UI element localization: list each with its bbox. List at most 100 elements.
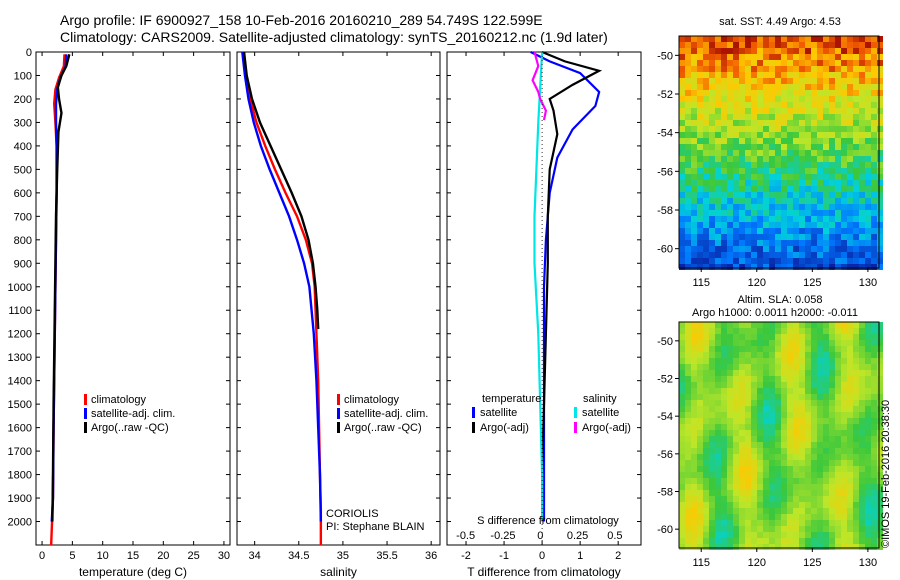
map-frame-sst — [678, 35, 880, 269]
map-ytick-label: -60 — [657, 524, 673, 536]
map-xtick-label: 125 — [803, 277, 821, 289]
legend-title: temperature — [482, 393, 541, 405]
legend-label: climatology — [344, 394, 400, 406]
legend-swatch — [337, 422, 340, 433]
map-ytick-label: -56 — [657, 166, 673, 178]
ytick-label: 2000 — [8, 517, 32, 529]
ytick-label: 1200 — [8, 329, 32, 341]
legend-swatch — [84, 408, 87, 419]
map-xtick-label: 120 — [748, 557, 766, 569]
ytick-label: 1300 — [8, 352, 32, 364]
secondary-axis-label: S difference from climatology — [477, 515, 619, 527]
ytick-label: 700 — [14, 211, 32, 223]
credit-text: ©IMOS 19-Feb-2016 20:38:30 — [880, 399, 892, 548]
legend-swatch — [472, 422, 475, 433]
map-xtick-label: 120 — [748, 277, 766, 289]
xtick-label: 34.5 — [288, 550, 309, 562]
ytick-label: 800 — [14, 235, 32, 247]
plot-frame-0 — [35, 51, 231, 546]
plot-frame-1 — [236, 51, 441, 546]
series-line-satellite-adj-clim- — [241, 51, 323, 522]
annotation-line: CORIOLIS — [326, 508, 379, 520]
legend-label: Argo(..raw -QC) — [344, 422, 422, 434]
xtick-label: 25 — [188, 550, 200, 562]
ytick-label: 1500 — [8, 399, 32, 411]
title-line-2: Climatology: CARS2009. Satellite-adjuste… — [60, 29, 608, 45]
map-ytick-label: -58 — [657, 487, 673, 499]
legend-label: satellite-adj. clim. — [344, 408, 428, 420]
ytick-label: 1100 — [8, 305, 32, 317]
legend-label: Argo(-adj) — [582, 422, 631, 434]
xtick-label: 15 — [127, 550, 139, 562]
x-axis-label: T difference from climatology — [467, 565, 621, 579]
xtick-label: 5 — [69, 550, 75, 562]
ytick-label: 300 — [14, 117, 32, 129]
legend-label: climatology — [91, 394, 147, 406]
secondary-tick-label: 0 — [537, 530, 543, 542]
ytick-label: 100 — [14, 70, 32, 82]
series-line-argo-adj- — [531, 51, 548, 121]
legend-label: Argo(..raw -QC) — [91, 422, 169, 434]
legend-label: satellite-adj. clim. — [91, 408, 175, 420]
map-ytick-label: -50 — [657, 50, 673, 62]
map-ytick-label: -56 — [657, 449, 673, 461]
ytick-label: 1700 — [8, 446, 32, 458]
xtick-label: 35 — [337, 550, 349, 562]
map-title: sat. SST: 4.49 Argo: 4.53 — [719, 16, 841, 28]
legend-label: Argo(-adj) — [480, 422, 529, 434]
map-xtick-label: 115 — [692, 277, 710, 289]
ytick-label: 200 — [14, 94, 32, 106]
map-title: Altim. SLA: 0.058 — [738, 294, 823, 306]
ytick-label: 600 — [14, 188, 32, 200]
ytick-label: 1900 — [8, 493, 32, 505]
xtick-label: 20 — [157, 550, 169, 562]
map-ytick-label: -54 — [657, 411, 673, 423]
legend-label: satellite — [480, 407, 517, 419]
xtick-label: 2 — [615, 550, 621, 562]
series-line-argo-raw-qc- — [242, 51, 320, 330]
map-xtick-label: 115 — [692, 557, 710, 569]
series-line-argo-raw-qc- — [51, 54, 71, 522]
map-xtick-label: 130 — [859, 277, 877, 289]
map-sst — [679, 36, 883, 270]
annotation-line: PI: Stephane BLAIN — [326, 521, 425, 533]
xtick-label: 30 — [218, 550, 230, 562]
legend-swatch — [84, 422, 87, 433]
map-xtick-label: 125 — [803, 557, 821, 569]
xtick-label: 10 — [97, 550, 109, 562]
ytick-label: 1400 — [8, 376, 32, 388]
ytick-label: 1800 — [8, 470, 32, 482]
map-ytick-label: -60 — [657, 244, 673, 256]
map-xtick-label: 130 — [859, 557, 877, 569]
xtick-label: 1 — [577, 550, 583, 562]
xtick-label: 0 — [39, 550, 45, 562]
legend-swatch — [337, 394, 340, 405]
map-ytick-label: -54 — [657, 128, 673, 140]
map-ytick-label: -52 — [657, 374, 673, 386]
secondary-tick-label: 0.5 — [607, 530, 622, 542]
legend-swatch — [574, 422, 577, 433]
ytick-label: 0 — [26, 47, 32, 59]
map-ytick-label: -50 — [657, 336, 673, 348]
x-axis-label: temperature (deg C) — [79, 565, 187, 579]
map-ytick-label: -58 — [657, 205, 673, 217]
ytick-label: 400 — [14, 141, 32, 153]
legend-swatch — [472, 407, 475, 418]
legend-swatch — [337, 408, 340, 419]
legend-swatch — [84, 394, 87, 405]
xtick-label: 34 — [249, 550, 261, 562]
secondary-tick-label: 0.25 — [567, 530, 588, 542]
map-subtitle: Argo h1000: 0.0011 h2000: -0.011 — [692, 307, 858, 319]
xtick-label: 0 — [539, 550, 545, 562]
xtick-label: -1 — [499, 550, 509, 562]
xtick-label: -2 — [461, 550, 471, 562]
ytick-label: 1600 — [8, 423, 32, 435]
secondary-tick-label: -0.5 — [456, 530, 475, 542]
map-sla — [679, 322, 883, 550]
legend-swatch — [574, 407, 577, 418]
x-axis-label: salinity — [320, 565, 357, 579]
map-frame-sla — [678, 321, 880, 549]
legend-title: salinity — [583, 393, 617, 405]
title-line-1: Argo profile: IF 6900927_158 10-Feb-2016… — [60, 12, 543, 28]
